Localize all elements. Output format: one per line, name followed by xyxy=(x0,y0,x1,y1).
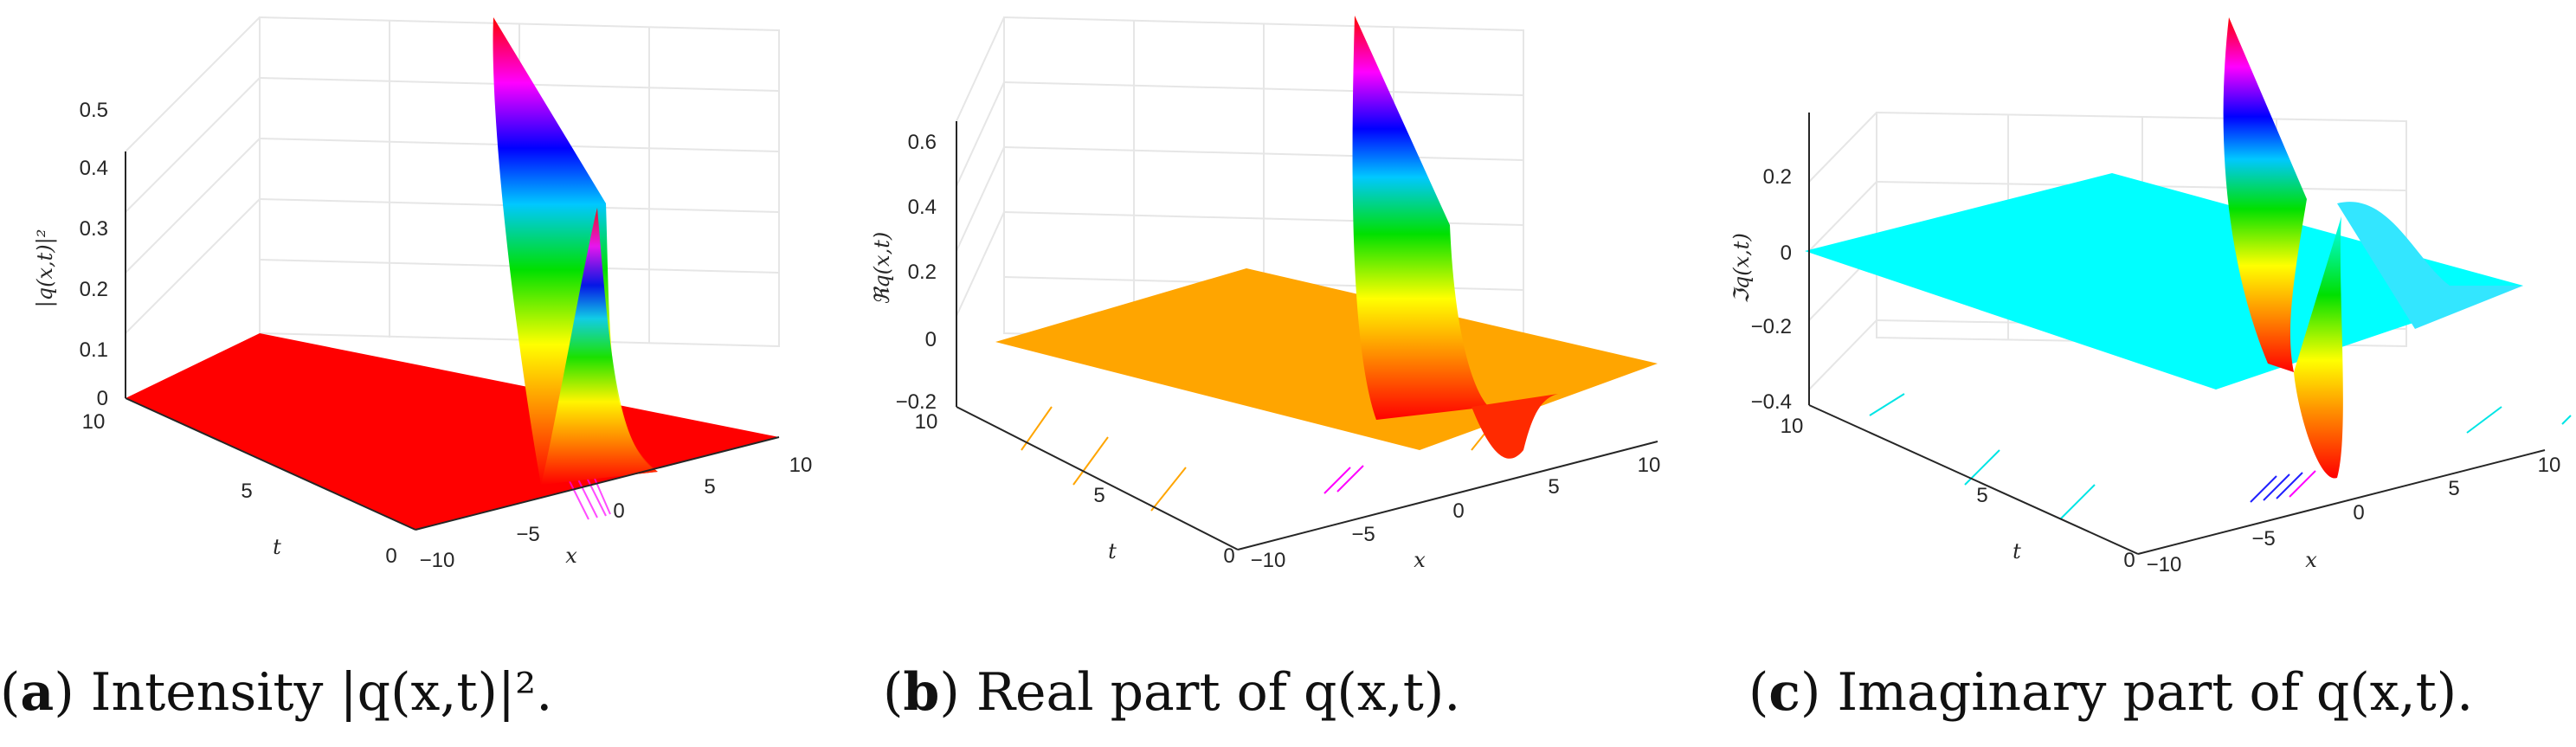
contour-lines-b xyxy=(1021,406,1507,512)
axes-a xyxy=(125,151,780,531)
x-ticks-a: −10 −5 0 5 10 xyxy=(420,454,813,572)
z-tick-c-0: −0.4 xyxy=(1751,390,1792,414)
x-label-b: x xyxy=(1414,548,1426,572)
z-tick-a-4: 0.4 xyxy=(80,157,108,180)
x-tick-a-0: −10 xyxy=(420,549,455,572)
t-tick-c-2: 10 xyxy=(1781,415,1804,438)
caption-b-letter: b xyxy=(903,662,939,723)
x-tick-b-3: 5 xyxy=(1548,475,1559,499)
caption-b: (b) Real part of q(x,t). xyxy=(883,662,1460,723)
z-tick-c-3: 0.2 xyxy=(1763,165,1792,189)
surface-ridge-b xyxy=(1352,16,1489,420)
z-label-b: ℜq(x,t) xyxy=(870,232,894,305)
t-label-a: t xyxy=(273,535,281,559)
surface-trough-b xyxy=(1472,394,1558,459)
x-label-a: x xyxy=(565,544,577,568)
t-tick-b-1: 5 xyxy=(1093,484,1104,507)
t-ticks-a: 0 5 10 xyxy=(82,410,397,568)
surface-floor-c xyxy=(1805,173,2523,390)
axes-b xyxy=(956,121,1658,551)
t-tick-c-0: 0 xyxy=(2123,549,2135,572)
surface-floor-a xyxy=(126,333,779,530)
panel-a: 0 0.1 0.2 0.3 0.4 0.5 0 5 10 −10 −5 0 5 … xyxy=(0,16,813,723)
z-label-c: ℑq(x,t) xyxy=(1729,233,1754,304)
z-tick-a-2: 0.2 xyxy=(80,278,108,301)
t-tick-c-1: 5 xyxy=(1976,484,1987,507)
surface-trough-c xyxy=(2294,216,2343,479)
x-tick-c-4: 10 xyxy=(2538,454,2561,477)
x-tick-b-0: −10 xyxy=(1251,549,1286,572)
t-tick-a-2: 10 xyxy=(82,410,106,434)
t-tick-b-0: 0 xyxy=(1223,544,1234,568)
x-tick-b-4: 10 xyxy=(1638,454,1661,477)
caption-b-text: Real part of q(x,t). xyxy=(976,662,1460,723)
x-tick-a-2: 0 xyxy=(613,499,624,523)
z-tick-c-1: −0.2 xyxy=(1751,315,1792,338)
x-tick-c-3: 5 xyxy=(2448,477,2459,500)
z-tick-a-1: 0.1 xyxy=(80,338,108,362)
z-tick-a-5: 0.5 xyxy=(80,99,108,122)
axes-c xyxy=(1808,113,2546,555)
x-tick-c-2: 0 xyxy=(2353,501,2364,525)
x-tick-a-3: 5 xyxy=(704,475,715,499)
t-ticks-c: 0 5 10 xyxy=(1781,415,2135,572)
x-tick-c-1: −5 xyxy=(2251,527,2275,551)
surface-ridge-c xyxy=(2223,17,2307,372)
t-tick-a-0: 0 xyxy=(385,544,396,568)
surface-front-a xyxy=(541,208,658,485)
caption-c-text: Imaginary part of q(x,t). xyxy=(1837,662,2473,723)
x-tick-a-4: 10 xyxy=(789,454,813,477)
z-tick-b-3: 0.4 xyxy=(908,196,937,219)
caption-a: (a) Intensity |q(x,t)|². xyxy=(0,662,552,723)
panel-c: −0.4 −0.2 0 0.2 0 5 10 −10 −5 0 5 10 ℑq(… xyxy=(1729,17,2572,723)
caption-c: (c) Imaginary part of q(x,t). xyxy=(1748,662,2473,723)
z-ticks-b: −0.2 0 0.2 0.4 0.6 xyxy=(896,131,937,414)
x-label-c: x xyxy=(2305,548,2317,572)
t-label-b: t xyxy=(1108,539,1117,563)
z-tick-b-4: 0.6 xyxy=(908,131,937,154)
x-ticks-b: −10 −5 0 5 10 xyxy=(1251,454,1661,572)
z-tick-a-3: 0.3 xyxy=(80,217,108,241)
z-tick-b-2: 0.2 xyxy=(908,261,937,284)
z-ticks-c: −0.4 −0.2 0 0.2 xyxy=(1751,165,1792,414)
z-tick-a-0: 0 xyxy=(97,387,108,410)
t-ticks-b: 0 5 10 xyxy=(915,410,1235,568)
contour-lines-c xyxy=(1869,393,2572,520)
panel-b: −0.2 0 0.2 0.4 0.6 0 5 10 −10 −5 0 5 10 … xyxy=(870,16,1660,723)
caption-c-letter: c xyxy=(1768,662,1800,723)
z-tick-b-1: 0 xyxy=(925,328,937,351)
t-tick-a-1: 5 xyxy=(241,480,252,503)
z-tick-b-0: −0.2 xyxy=(896,390,937,414)
z-label-a: |q(x,t)|² xyxy=(33,229,58,308)
x-tick-b-1: −5 xyxy=(1351,523,1375,546)
x-ticks-c: −10 −5 0 5 10 xyxy=(2147,454,2561,576)
surface-floor-b xyxy=(995,268,1658,450)
x-tick-a-1: −5 xyxy=(516,523,539,546)
grid-a xyxy=(125,16,780,348)
caption-a-text: Intensity |q(x,t)|². xyxy=(91,662,552,723)
t-tick-b-2: 10 xyxy=(915,410,938,434)
surface-ridge-a xyxy=(493,17,658,485)
contour-lines-a xyxy=(553,444,611,520)
t-label-c: t xyxy=(2012,539,2021,563)
surface-shoulder-c xyxy=(2337,202,2523,329)
z-tick-c-2: 0 xyxy=(1781,241,1792,265)
caption-a-letter: a xyxy=(20,662,54,723)
z-ticks-a: 0 0.1 0.2 0.3 0.4 0.5 xyxy=(80,99,108,410)
x-tick-b-2: 0 xyxy=(1452,499,1464,523)
x-tick-c-0: −10 xyxy=(2147,553,2182,576)
